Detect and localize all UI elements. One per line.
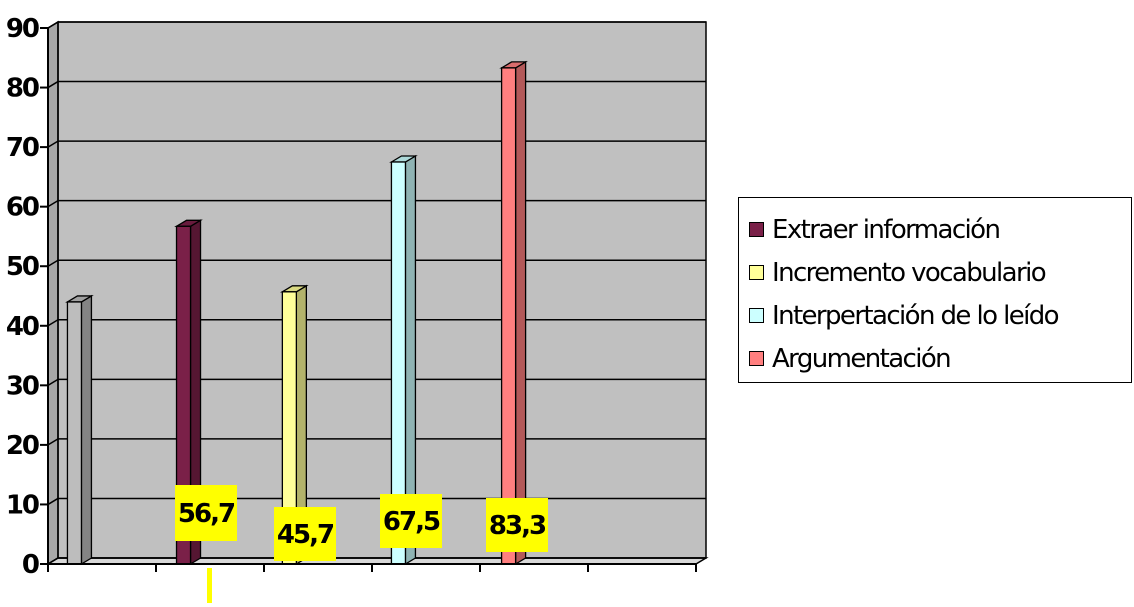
data-label-background bbox=[486, 498, 548, 552]
data-label-background bbox=[380, 494, 442, 548]
data-label-text: 45,7 bbox=[277, 520, 334, 550]
legend-label: Incremento vocabulario bbox=[772, 257, 1047, 288]
side-wall bbox=[47, 20, 59, 566]
data-label: 45,7 bbox=[274, 507, 336, 561]
gridline-depth bbox=[47, 140, 59, 148]
y-tick-label: 70 bbox=[6, 133, 39, 163]
y-tick-label: 80 bbox=[6, 74, 39, 104]
legend: Extraer información Incremento vocabular… bbox=[738, 197, 1132, 383]
gridline-depth bbox=[47, 438, 59, 446]
legend-swatch bbox=[749, 265, 764, 280]
data-label: 83,3 bbox=[486, 498, 548, 552]
plot-background bbox=[58, 22, 706, 558]
y-tick-label: 90 bbox=[6, 14, 39, 44]
legend-swatch bbox=[749, 222, 764, 237]
y-tick-label: 40 bbox=[6, 312, 39, 342]
data-label-text: 67,5 bbox=[383, 507, 440, 537]
plot-border bbox=[57, 21, 707, 559]
legend-item: Interpertación de lo leído bbox=[749, 294, 1131, 337]
legend-swatch bbox=[749, 308, 764, 323]
gridline-depth bbox=[47, 319, 59, 327]
y-tick-label: 20 bbox=[6, 431, 39, 461]
data-labels: 56,7 45,7 67,5 83,3 bbox=[175, 485, 548, 603]
legend-swatch bbox=[749, 351, 764, 366]
data-label-text: 56,7 bbox=[178, 499, 235, 529]
bar-front bbox=[66, 301, 83, 565]
bar bbox=[174, 219, 203, 566]
data-label-text: 83,3 bbox=[489, 511, 546, 541]
legend-item: Extraer información bbox=[749, 208, 1131, 251]
y-tick-label: 10 bbox=[6, 490, 39, 520]
bar bbox=[65, 294, 94, 566]
bar bbox=[280, 284, 309, 566]
y-tick-label: 0 bbox=[22, 550, 39, 580]
legend-label: Interpertación de lo leído bbox=[772, 300, 1060, 331]
bars bbox=[65, 60, 528, 566]
gridline-depth bbox=[47, 200, 59, 208]
gridline-depth bbox=[47, 21, 59, 29]
gridline-depth bbox=[47, 259, 59, 267]
y-axis: 0 10 20 30 40 50 60 70 80 90 bbox=[6, 14, 49, 580]
bar bbox=[499, 60, 528, 566]
bar-front bbox=[500, 67, 517, 565]
y-tick-label: 60 bbox=[6, 193, 39, 223]
x-axis bbox=[47, 563, 697, 572]
data-label: 56,7 bbox=[175, 485, 237, 541]
gridline-depth bbox=[47, 80, 59, 89]
bar-side bbox=[80, 294, 93, 566]
plot-area bbox=[45, 20, 709, 566]
legend-label: Argumentación bbox=[772, 343, 952, 374]
bar-side bbox=[514, 60, 527, 566]
legend-label: Extraer información bbox=[772, 214, 1001, 245]
y-tick-label: 50 bbox=[6, 252, 39, 282]
label-leader bbox=[207, 568, 212, 603]
y-tick-label: 30 bbox=[6, 371, 39, 401]
gridline-depth bbox=[47, 378, 59, 386]
bar bbox=[389, 154, 418, 566]
legend-item: Incremento vocabulario bbox=[749, 251, 1131, 294]
data-label: 67,5 bbox=[380, 494, 442, 548]
data-label-background bbox=[274, 507, 336, 561]
gridline-depth bbox=[47, 497, 59, 506]
legend-item: Argumentación bbox=[749, 337, 1131, 380]
data-label-background bbox=[175, 485, 237, 541]
